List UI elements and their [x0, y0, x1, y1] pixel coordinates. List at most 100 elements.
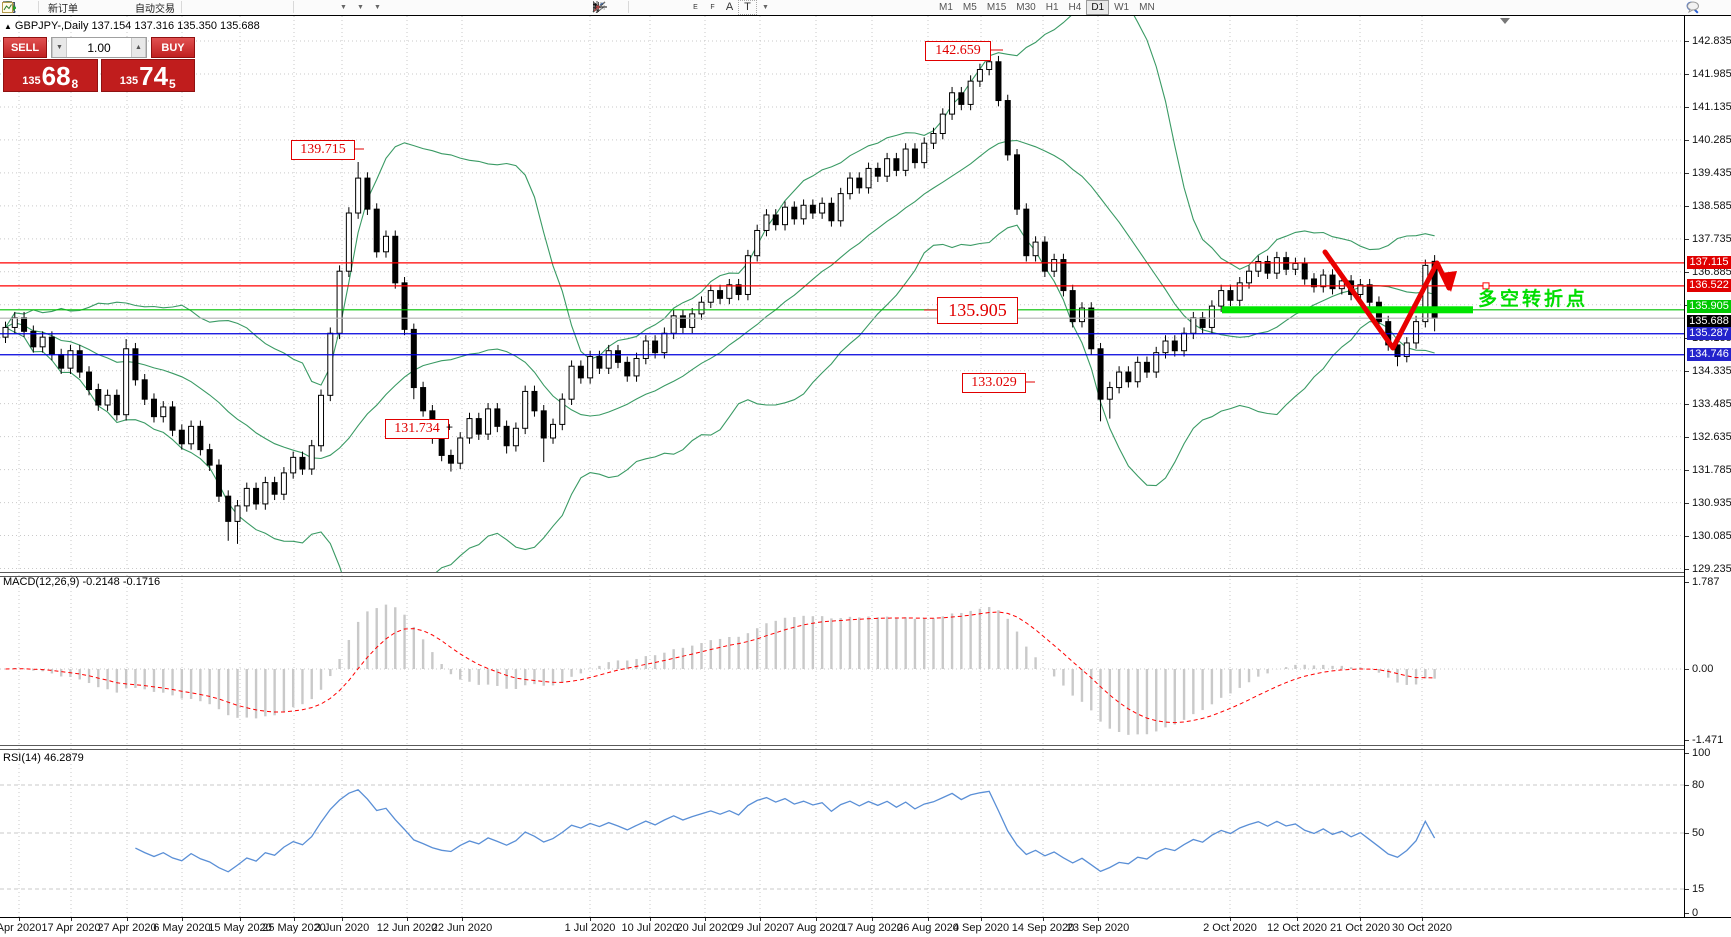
volume-decrease-button[interactable]: ▼ — [52, 38, 67, 57]
macd-panel-plot[interactable] — [0, 575, 1684, 745]
arrows-button[interactable]: ▼ — [593, 1, 774, 14]
templates-button[interactable]: ▼ — [2, 1, 386, 14]
bid-price-button[interactable]: 135 68 8 — [3, 59, 98, 92]
trendline-button[interactable] — [592, 1, 687, 14]
candle-body — [494, 408, 501, 427]
date-axis-tick: 29 Jul 2020 — [731, 922, 789, 934]
date-axis-tick: 21 Oct 2020 — [1330, 922, 1390, 934]
text-label-button[interactable]: T — [738, 0, 757, 15]
text-label-letter: T — [744, 1, 751, 13]
candle-body — [1227, 290, 1234, 301]
rsi-axis-tick: 50 — [1692, 827, 1705, 839]
ask-price-point: 5 — [169, 77, 176, 91]
zoom-in-button[interactable] — [3, 1, 257, 14]
timeframe-button-m5[interactable]: M5 — [962, 1, 977, 13]
indicators-button[interactable]: ▼ — [2, 1, 352, 14]
candle-body — [1004, 100, 1011, 156]
toolbar-separator — [38, 1, 44, 13]
candle-body — [1190, 317, 1197, 334]
ask-price-major: 135 — [119, 75, 139, 87]
panel-separator[interactable] — [0, 745, 1731, 750]
chinese-note-text[interactable]: 多空转折点 — [1478, 289, 1589, 310]
rsi-panel-plot[interactable] — [0, 748, 1684, 917]
fibonacci-button[interactable]: F — [593, 1, 721, 14]
equidistant-channel-button[interactable]: E — [592, 1, 704, 14]
chart-shift-marker-icon[interactable] — [1500, 18, 1510, 24]
price-annotation[interactable]: 142.659 — [925, 41, 991, 61]
candle-body — [1366, 284, 1373, 303]
price-annotation[interactable]: 131.734 — [385, 419, 449, 439]
timeframe-button-m1[interactable]: M1 — [939, 1, 953, 13]
volume-increase-button[interactable]: ▲ — [131, 38, 146, 57]
bid-price-pips: 68 — [41, 61, 71, 91]
macd-axis-tick: 1.787 — [1692, 576, 1720, 589]
panel-separator[interactable] — [0, 572, 1731, 577]
price-axis[interactable]: 142.835 141.985 141.135 140.285 139.435 138.5… — [1684, 16, 1731, 919]
candle-body — [1097, 348, 1104, 400]
price-axis-tick: 137.735 — [1692, 232, 1731, 245]
vertical-line-button[interactable] — [596, 1, 653, 14]
main-chart-plot[interactable] — [0, 16, 1684, 572]
line-anchor-handle[interactable] — [1482, 282, 1490, 290]
ask-price-button[interactable]: 135 74 5 — [100, 59, 195, 92]
candle-body — [485, 408, 492, 435]
new-order-button[interactable]: 新订单 — [3, 1, 82, 15]
zoom-out-button[interactable] — [3, 1, 274, 14]
price-annotation[interactable]: 133.029 — [962, 373, 1026, 393]
volume-input[interactable]: 1.00 — [87, 40, 111, 55]
sell-button[interactable]: SELL — [3, 37, 47, 58]
market-watch-button[interactable] — [2, 1, 36, 14]
bar-chart-button[interactable] — [3, 1, 206, 14]
dropdown-caret: ▼ — [340, 3, 347, 11]
axis-tick-mark — [1685, 436, 1689, 438]
timeframe-button-m15[interactable]: M15 — [986, 1, 1007, 13]
candle-body — [1153, 352, 1160, 373]
publisher-button[interactable] — [2, 1, 116, 14]
candle-body — [401, 282, 408, 330]
timeframe-button-h1[interactable]: H1 — [1045, 1, 1059, 13]
candle-body — [1116, 371, 1123, 389]
candle-body — [104, 394, 111, 406]
timeframe-button-h4[interactable]: H4 — [1068, 1, 1082, 13]
candlestick-chart-button[interactable] — [3, 1, 223, 14]
price-annotation[interactable]: 135.905 — [937, 297, 1018, 324]
candle-body — [475, 418, 482, 435]
tile-windows-button[interactable] — [2, 1, 291, 14]
price-axis-tick: 130.085 — [1692, 529, 1731, 542]
periods-button[interactable]: ▼ — [2, 1, 369, 14]
line-chart-button[interactable] — [2, 1, 240, 14]
candle-body — [540, 410, 547, 439]
timeframe-button-mn[interactable]: MN — [1139, 1, 1155, 13]
chart-shift-button[interactable] — [2, 1, 335, 14]
signals-button[interactable] — [2, 1, 133, 14]
price-annotation[interactable]: 139.715 — [291, 140, 355, 160]
pivot-zone-band[interactable] — [1222, 306, 1473, 314]
candle-body — [744, 255, 751, 295]
chat-button[interactable] — [1687, 1, 1720, 14]
autotrading-button[interactable]: 自动交易 — [2, 1, 179, 15]
date-axis-tick: 14 Sep 2020 — [1011, 922, 1075, 934]
candle-body — [1273, 257, 1280, 274]
date-axis-tick: 22 Jun 2020 — [431, 922, 493, 934]
time-axis[interactable]: Apr 2020 17 Apr 2020 27 Apr 2020 6 May 2020… — [0, 917, 1731, 937]
candle-body — [1041, 241, 1048, 272]
text-tool-button[interactable]: A — [721, 1, 738, 14]
one-click-row-prices: 135 68 8 135 74 5 — [3, 59, 195, 92]
timeframe-button-d1[interactable]: D1 — [1086, 0, 1110, 15]
timeframe-button-m30[interactable]: M30 — [1016, 1, 1036, 13]
price-level-label: 135.287 — [1687, 327, 1731, 341]
rsi-value: 46.2879 — [43, 752, 84, 764]
buy-button[interactable]: BUY — [151, 37, 195, 58]
timeframe-button-w1[interactable]: W1 — [1114, 1, 1130, 13]
candle-body — [1246, 270, 1253, 284]
channel-letter: E — [693, 3, 698, 11]
horizontal-line-button[interactable] — [593, 1, 670, 14]
rsi-axis-tick: 0 — [1692, 907, 1699, 919]
candle-body — [596, 356, 603, 369]
axis-tick-mark — [1685, 238, 1689, 240]
auto-scroll-button[interactable] — [2, 1, 318, 14]
history-center-button[interactable] — [2, 1, 99, 14]
price-axis-tick: 130.935 — [1692, 496, 1731, 509]
crosshair-button[interactable] — [593, 1, 626, 14]
text-tool-letter: A — [725, 1, 734, 13]
